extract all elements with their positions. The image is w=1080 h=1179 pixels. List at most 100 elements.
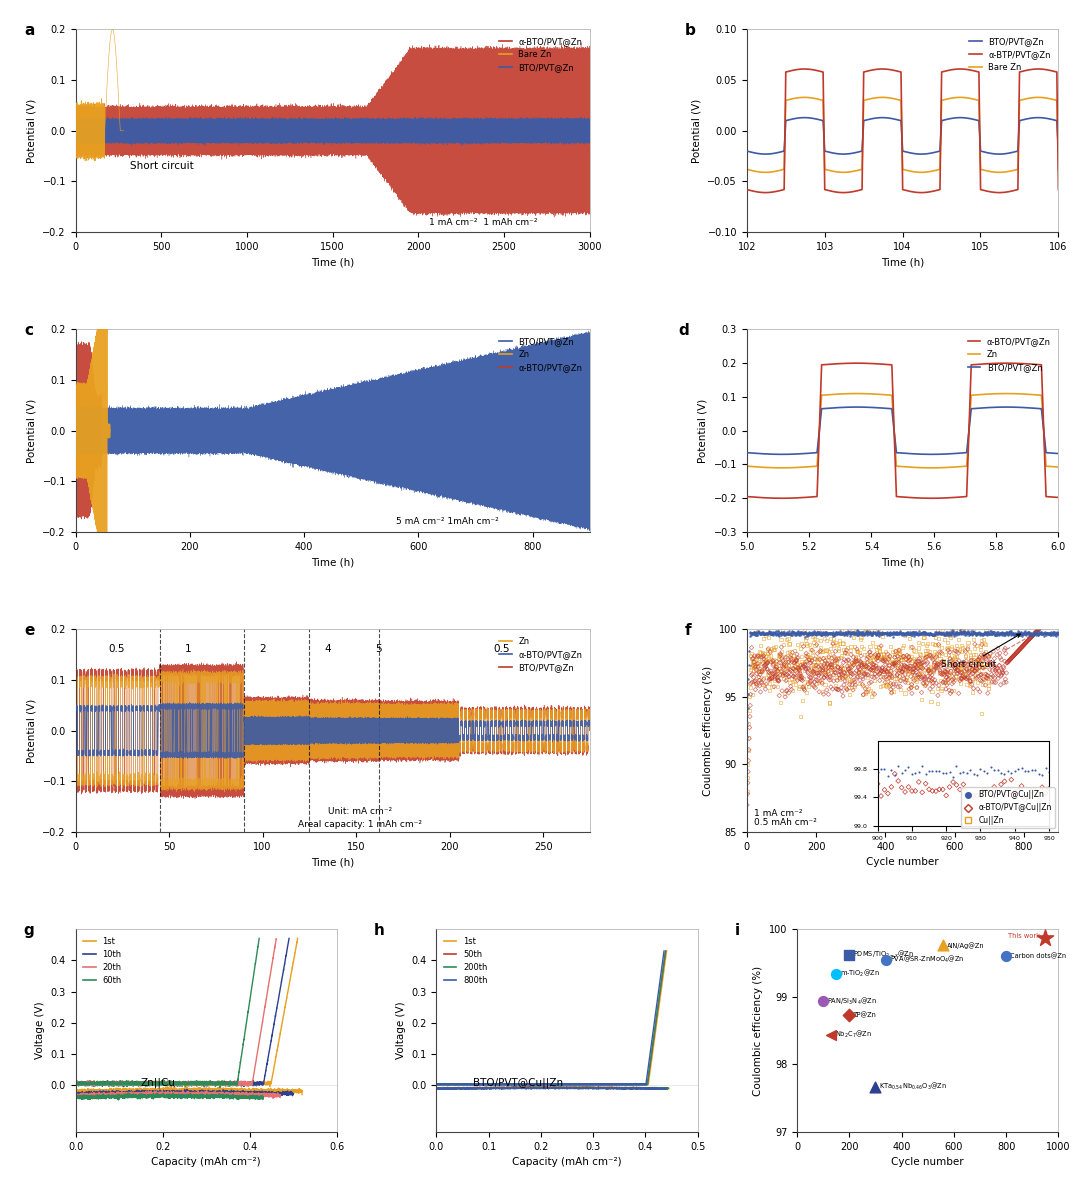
Point [780, 667, 797, 686]
Text: 0.5 mAh cm⁻²: 0.5 mAh cm⁻² [754, 818, 816, 828]
Point [955, 661, 972, 680]
Point [816, 653, 834, 672]
Point [831, 665, 848, 684]
Point [1029, 621, 1047, 640]
Point [984, 654, 1001, 673]
Point [947, 667, 964, 686]
Point [801, 673, 819, 692]
Point [973, 646, 990, 665]
Point [908, 658, 926, 677]
Point [1023, 628, 1040, 647]
Point [908, 658, 926, 677]
Point [760, 664, 778, 683]
Point [809, 620, 826, 639]
Point [969, 653, 986, 672]
Point [826, 660, 843, 679]
Point [982, 645, 999, 664]
Point [893, 647, 910, 666]
Point [819, 654, 836, 673]
Point [981, 654, 998, 673]
Point [826, 654, 843, 673]
Point [834, 659, 851, 678]
Point [892, 671, 909, 690]
Point [779, 680, 796, 699]
Point [769, 664, 786, 683]
X-axis label: Time (h): Time (h) [311, 857, 354, 868]
Point [943, 681, 960, 700]
Text: PAN/Si$_3$N$_4$@Zn: PAN/Si$_3$N$_4$@Zn [827, 996, 877, 1007]
Point [885, 674, 902, 693]
Point [940, 640, 957, 659]
Point [809, 671, 826, 690]
Point [744, 650, 761, 668]
Point [849, 652, 866, 671]
Point [838, 679, 855, 698]
Point [851, 664, 868, 683]
Point [974, 674, 991, 693]
Point [840, 672, 858, 691]
Point [986, 650, 1003, 668]
Point [998, 673, 1015, 692]
Point [840, 660, 858, 679]
Point [920, 660, 937, 679]
Point [887, 668, 904, 687]
Point [948, 664, 966, 683]
Point [859, 683, 876, 702]
Point [762, 639, 780, 658]
Point [971, 657, 988, 676]
Point [935, 936, 953, 955]
Point [865, 646, 882, 665]
Point [977, 665, 995, 684]
Point [798, 635, 815, 654]
Y-axis label: Potential (V): Potential (V) [27, 99, 37, 163]
Point [1013, 638, 1030, 657]
Point [989, 668, 1007, 687]
Point [873, 637, 890, 656]
Point [831, 661, 848, 680]
Point [1032, 618, 1050, 637]
Point [975, 659, 993, 678]
Legend: 1st, 10th, 20th, 60th: 1st, 10th, 20th, 60th [80, 934, 125, 988]
Point [990, 656, 1008, 674]
Point [758, 653, 775, 672]
Point [1024, 626, 1041, 645]
Point [848, 620, 865, 639]
Text: 2: 2 [259, 644, 266, 654]
Text: g: g [24, 923, 35, 938]
Point [985, 657, 1002, 676]
Point [843, 676, 861, 694]
Point [795, 679, 812, 698]
Point [873, 667, 890, 686]
Point [800, 664, 818, 683]
Point [797, 659, 814, 678]
Point [1010, 640, 1027, 659]
Point [882, 680, 900, 699]
Point [745, 652, 762, 671]
Point [824, 633, 841, 652]
Point [849, 667, 866, 686]
Point [887, 654, 904, 673]
Point [842, 641, 860, 660]
Point [885, 678, 902, 697]
Point [835, 686, 852, 705]
Point [918, 634, 935, 653]
Point [895, 626, 913, 645]
Point [869, 647, 887, 666]
Point [928, 673, 945, 692]
Point [941, 657, 958, 676]
Point [907, 652, 924, 671]
Point [808, 631, 825, 650]
Point [901, 657, 918, 676]
Point [870, 659, 888, 678]
Point [804, 627, 821, 646]
Point [908, 678, 926, 697]
Point [945, 668, 962, 687]
Point [781, 667, 798, 686]
Point [876, 650, 893, 668]
Point [755, 646, 772, 665]
Point [899, 647, 916, 666]
Point [739, 784, 756, 803]
Point [1012, 639, 1029, 658]
Point [782, 677, 799, 696]
Point [755, 653, 772, 672]
